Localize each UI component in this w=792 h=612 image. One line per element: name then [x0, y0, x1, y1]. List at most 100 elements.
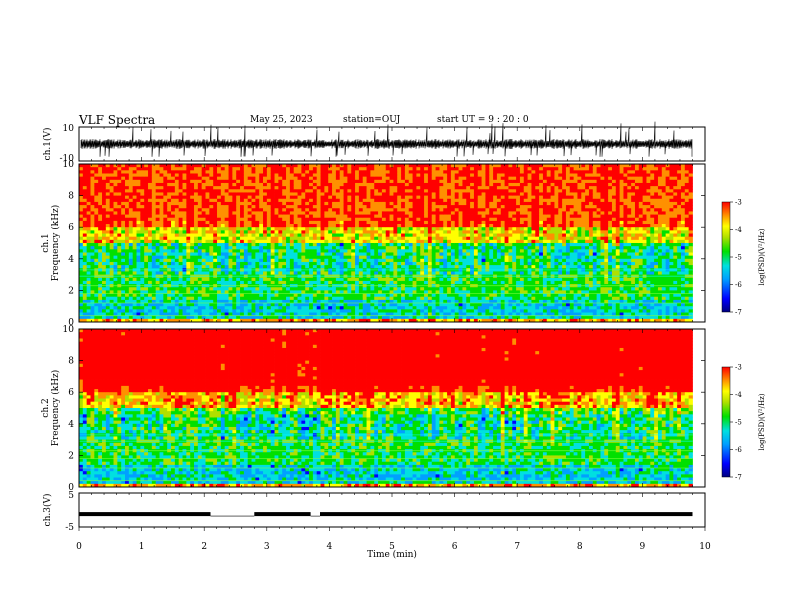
spectrogram-cell	[251, 205, 256, 209]
spectrogram-cell	[435, 309, 440, 313]
spectrogram-cell	[167, 182, 172, 187]
spectrogram-cell	[332, 261, 337, 266]
spectrogram-cell	[278, 271, 283, 275]
spectrogram-cell	[320, 198, 325, 203]
spectrogram-cell	[366, 306, 371, 310]
spectrogram-cell	[128, 198, 134, 203]
spectrogram-cell	[263, 201, 268, 206]
spectrogram-cell	[416, 318, 421, 323]
spectrogram-cell	[205, 211, 210, 215]
spectrogram-cell	[128, 280, 134, 285]
spectrogram-cell	[224, 243, 229, 247]
spectrogram-cell	[263, 261, 268, 266]
spectrogram-cell	[435, 217, 440, 222]
spectrogram-cell	[320, 192, 325, 196]
spectrogram-cell	[297, 220, 302, 225]
spectrogram-cell	[125, 255, 130, 260]
spectrogram-cell	[140, 243, 145, 247]
spectrogram-cell	[209, 227, 214, 231]
spectrogram-cell	[435, 243, 440, 247]
spectrogram-cell	[343, 205, 348, 209]
spectrogram-cell	[182, 252, 187, 257]
spectrogram-cell	[443, 230, 448, 234]
spectrogram-cell	[450, 224, 456, 228]
spectrogram-cell	[401, 224, 406, 228]
spectrogram-cell	[362, 211, 367, 215]
spectrogram-cell	[420, 255, 425, 260]
spectrogram-cell	[236, 303, 241, 307]
spectrogram-cell	[447, 261, 452, 266]
spectrogram-cell	[412, 306, 417, 310]
spectrogram-cell	[105, 287, 111, 291]
spectrogram-cell	[151, 192, 157, 196]
spectrogram-cell	[378, 217, 383, 222]
spectrogram-cell	[209, 217, 214, 222]
spectrogram-cell	[381, 236, 387, 241]
spectrogram-cell	[213, 249, 218, 253]
spectrogram-cell	[125, 179, 130, 184]
spectrogram-cell	[148, 236, 153, 241]
spectrogram-cell	[420, 293, 425, 298]
spectrogram-cell	[247, 246, 252, 250]
spectrogram-cell	[255, 315, 260, 320]
spectrogram-cell	[159, 271, 164, 275]
spectrogram-cell	[324, 239, 329, 244]
spectrogram-cell	[289, 198, 295, 203]
spectrogram-cell	[217, 280, 222, 285]
spectrogram-cell	[109, 261, 114, 266]
spectrogram-cell	[274, 220, 279, 225]
spectrogram-cell	[427, 192, 433, 196]
spectrogram-cell	[289, 186, 295, 190]
spectrogram-cell	[194, 299, 199, 304]
spectrogram-cell	[217, 189, 222, 193]
spectrogram-cell	[155, 208, 160, 212]
spectrogram-cell	[420, 246, 425, 250]
spectrogram-cell	[362, 205, 367, 209]
spectrogram-cell	[278, 312, 283, 317]
spectrogram-cell	[324, 252, 329, 257]
spectrogram-cell	[213, 224, 218, 228]
spectrogram-cell	[343, 220, 348, 225]
spectrogram-cell	[259, 287, 264, 291]
spectrogram-cell	[190, 299, 195, 304]
spectrogram-cell	[447, 198, 452, 203]
spectrogram-cell	[404, 280, 410, 285]
spectrogram-cell	[159, 236, 164, 241]
spectrogram-cell	[343, 306, 348, 310]
spectrogram-cell	[397, 208, 402, 212]
spectrogram-cell	[297, 287, 302, 291]
spectrogram-cell	[385, 176, 390, 181]
spectrogram-cell	[190, 211, 195, 215]
spectrogram-cell	[305, 211, 310, 215]
spectrogram-cell	[424, 192, 429, 196]
spectrogram-cell	[171, 214, 176, 219]
spectrogram-cell	[324, 198, 329, 203]
spectrogram-cell	[201, 239, 206, 244]
spectrogram-cell	[370, 318, 375, 323]
spectrogram-cell	[366, 211, 371, 215]
spectrogram-cell	[205, 306, 210, 310]
spectrogram-cell	[79, 239, 84, 244]
spectrogram-cell	[366, 176, 371, 181]
spectrogram-cell	[316, 205, 321, 209]
spectrogram-cell	[374, 255, 379, 260]
spectrogram-cell	[270, 255, 275, 260]
spectrogram-cell	[109, 293, 114, 298]
spectrogram-cell	[408, 318, 413, 323]
spectrogram-cell	[113, 306, 118, 310]
spectrogram-cell	[343, 239, 348, 244]
spectrogram-cell	[335, 236, 341, 241]
spectrogram-cell	[278, 236, 283, 241]
spectrogram-cell	[197, 214, 203, 219]
spectrogram-cell	[416, 303, 421, 307]
spectrogram-cell	[217, 309, 222, 313]
spectrogram-cell	[427, 249, 433, 253]
spectrogram-cell	[305, 243, 310, 247]
spectrogram-cell	[263, 233, 268, 238]
spectrogram-cell	[167, 208, 172, 212]
spectrogram-cell	[197, 220, 203, 225]
spectrogram-cell	[90, 306, 95, 310]
spectrogram-cell	[420, 164, 425, 168]
spectrogram-cell	[297, 201, 302, 206]
spectrogram-cell	[217, 230, 222, 234]
